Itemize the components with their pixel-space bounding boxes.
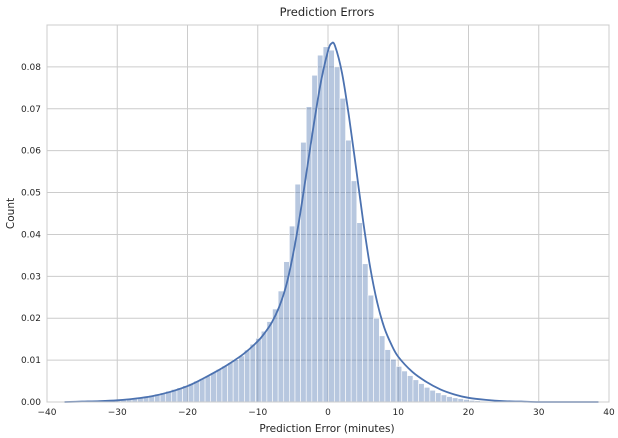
histogram-bar [334,66,341,403]
y-axis-ticks: 0.00 0.01 0.02 0.03 0.04 0.05 0.06 0.07 0.08 [21,63,41,408]
x-tick-label: −10 [248,408,267,418]
histogram-bar [429,389,436,403]
histogram-bar [210,372,217,403]
histogram-bar [199,378,206,403]
x-tick-label: −20 [178,408,197,418]
x-tick-label: 0 [325,408,331,418]
histogram-bar [373,317,380,403]
x-tick-label: 20 [463,408,475,418]
histogram-bar [378,335,386,403]
histogram-bar [232,359,240,403]
histogram-bar [244,349,251,403]
x-axis-label: Prediction Error (minutes) [259,423,394,435]
histogram-bar [255,338,262,403]
histogram-bar [266,321,273,403]
histogram-bar [362,263,369,403]
y-tick-label: 0.08 [21,63,41,73]
plot-frame [46,24,610,403]
histogram-bar [260,330,268,403]
histogram-bar [249,343,256,403]
y-tick-label: 0.02 [21,314,41,324]
kde-curve [64,41,599,403]
histogram-bar [216,369,223,403]
histogram-bar [401,370,408,403]
x-tick-label: −30 [108,408,127,418]
histogram-bar [193,380,200,403]
histogram-bar [395,366,403,403]
histogram-bar [227,362,234,403]
kde-curve-group [64,41,599,403]
y-tick-label: 0.03 [21,272,41,282]
x-tick-label: −40 [38,408,57,418]
histogram-bar [384,349,391,403]
histogram-bar [390,358,397,403]
histogram-bar [328,49,335,403]
y-tick-label: 0.01 [21,356,41,366]
x-tick-label: 10 [393,408,405,418]
histogram-bar [435,392,442,403]
x-axis-ticks: −40 −30 −20 −10 0 10 20 30 40 [38,408,615,418]
histogram-bar [407,375,414,403]
histogram-bar [457,398,464,403]
histogram-bar [238,355,245,403]
grid [46,25,610,403]
histogram-bar [446,396,453,403]
histogram-bar [412,379,419,403]
histogram-bar [367,294,374,403]
x-tick-label: 30 [533,408,545,418]
histogram-bar [322,46,330,403]
y-tick-label: 0.05 [21,189,41,199]
histogram-bar [204,375,211,403]
y-axis-label: Count [5,198,17,229]
histogram-bar [452,397,459,403]
x-tick-label: 40 [603,408,615,418]
histogram-bar [317,54,324,403]
histogram-bar [221,365,228,403]
histogram-bar [339,98,346,403]
histogram-bar [423,387,431,403]
histogram-bar [418,383,425,403]
y-tick-label: 0.00 [21,398,41,408]
histogram-bar [272,308,279,403]
histogram-bar [440,394,448,403]
y-tick-label: 0.07 [21,105,41,115]
histogram-bar [356,222,363,403]
histogram-bar [345,139,352,403]
histogram-bars [75,46,509,403]
histogram-bar [350,180,358,403]
y-tick-label: 0.04 [21,230,41,240]
chart-title: Prediction Errors [280,5,375,19]
y-tick-label: 0.06 [21,147,41,157]
